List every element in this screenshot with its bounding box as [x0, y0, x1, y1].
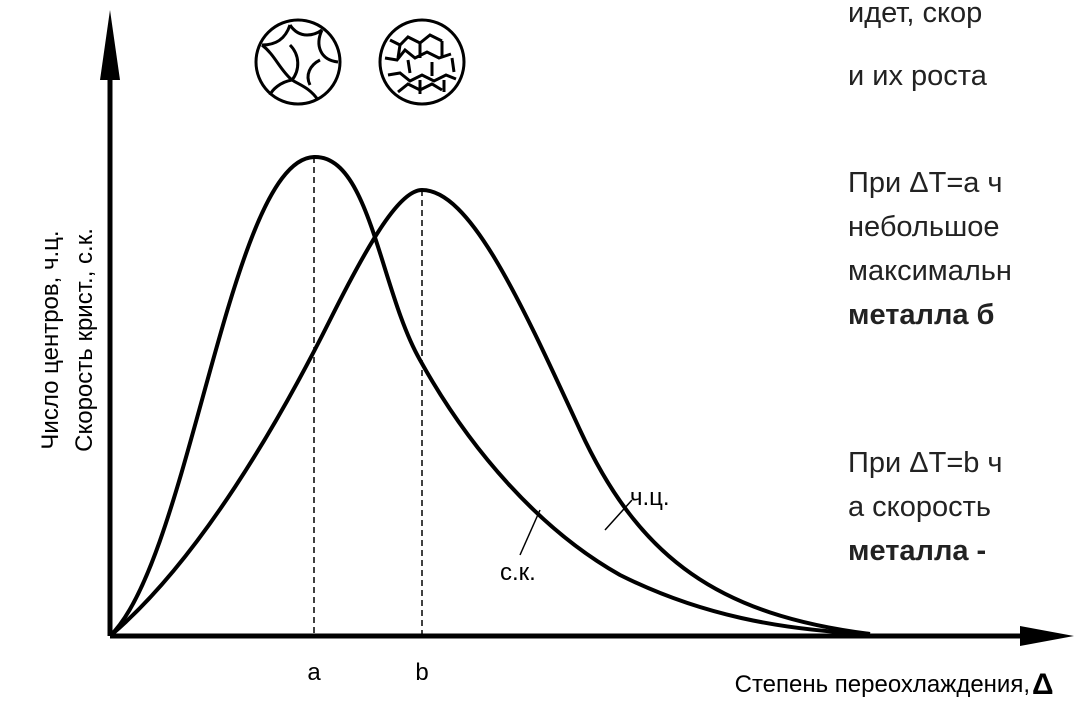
text-line: металла б: [848, 299, 994, 331]
text-line: а скорость: [848, 491, 991, 523]
point-label: a: [307, 659, 321, 686]
curve-wide: [110, 190, 870, 636]
x-axis-symbol: Δ: [1032, 668, 1054, 701]
text-line: небольшое: [848, 211, 999, 243]
curve-label: ч.ц.: [630, 484, 670, 511]
curve-narrow: [110, 157, 870, 636]
text-line: При ΔT=b ч: [848, 447, 1003, 479]
text-line: максимальн: [848, 255, 1012, 287]
leader: [520, 510, 540, 555]
x-arrow: [1020, 626, 1074, 646]
text-line: металла -: [848, 535, 986, 567]
y-arrow: [100, 10, 120, 80]
grain-fine: [380, 20, 464, 104]
y-axis-label: Число центров, ч.ц.: [37, 230, 64, 449]
grain-coarse: [256, 20, 340, 104]
text-line: и их роста: [848, 60, 988, 92]
x-axis-label: Степень переохлаждения,: [735, 671, 1030, 698]
slide: Число центров, ч.ц. Скорость крист., с.к…: [0, 0, 1074, 701]
text-line: При ΔT=a ч: [848, 167, 1003, 199]
point-label: b: [415, 659, 428, 686]
y-axis-label: Скорость крист., с.к.: [71, 228, 98, 452]
text-line: идет, скор: [848, 0, 982, 29]
slide-text: идет, скор и их роста При ΔT=a ч небольшое м…: [848, 0, 1012, 567]
curve-label: с.к.: [500, 559, 536, 586]
